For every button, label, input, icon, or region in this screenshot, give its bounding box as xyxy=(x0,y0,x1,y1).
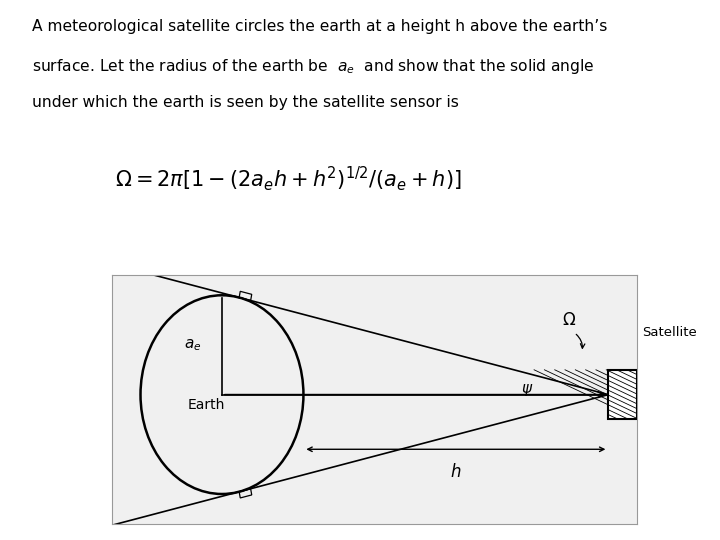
Text: A meteorological satellite circles the earth at a height h above the earth’s: A meteorological satellite circles the e… xyxy=(32,19,608,34)
Text: under which the earth is seen by the satellite sensor is: under which the earth is seen by the sat… xyxy=(32,94,459,110)
Text: $h$: $h$ xyxy=(450,463,462,481)
Text: Earth: Earth xyxy=(187,397,225,411)
Text: $\psi$: $\psi$ xyxy=(521,382,533,397)
Text: $\Omega$: $\Omega$ xyxy=(562,311,576,329)
Text: Satellite: Satellite xyxy=(642,326,697,339)
Text: $a_e$: $a_e$ xyxy=(184,337,201,353)
Text: surface. Let the radius of the earth be  $a_e$  and show that the solid angle: surface. Let the radius of the earth be … xyxy=(32,57,595,76)
Bar xyxy=(608,370,637,420)
Text: $\Omega = 2\pi[1-(2a_e h+h^2)^{1/2}/(a_e+h)]$: $\Omega = 2\pi[1-(2a_e h+h^2)^{1/2}/(a_e… xyxy=(114,164,462,193)
